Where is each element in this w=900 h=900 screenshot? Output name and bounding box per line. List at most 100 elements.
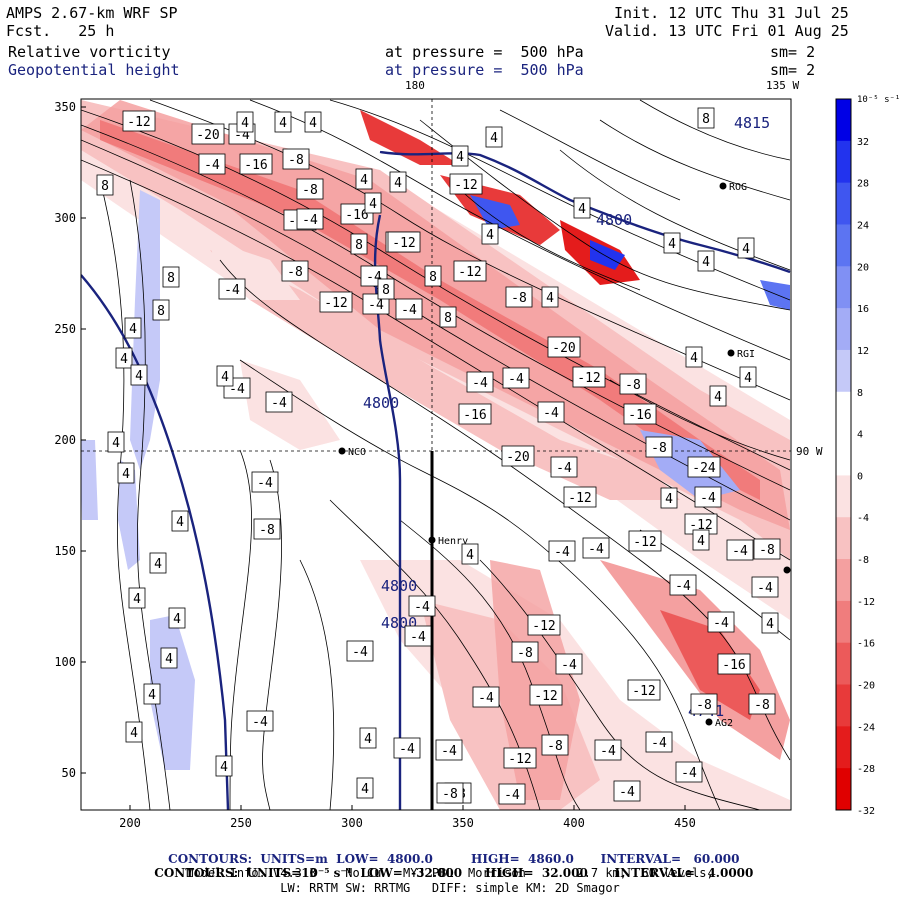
contour-label: -12	[563, 486, 597, 508]
contour-label: -8	[436, 782, 464, 804]
contour-label: -8	[748, 693, 776, 715]
svg-text:-4: -4	[588, 542, 604, 557]
footer-model-info: Model Info: V4.3.3 No Cu MYJ PBL Morriso…	[186, 866, 714, 880]
svg-text:-20: -20	[506, 450, 529, 465]
footer-physics-info: LW: RRTM SW: RRTMG DIFF: simple KM: 2D S…	[280, 881, 620, 895]
contour-label: 4	[660, 487, 678, 509]
contour-label: -4	[265, 391, 293, 413]
contour-label: -12	[572, 366, 606, 388]
y-tick: 250	[54, 322, 76, 336]
svg-text:-8: -8	[517, 646, 533, 661]
contour-label: -4	[466, 371, 494, 393]
svg-text:8: 8	[101, 179, 109, 194]
vorticity-map: 180 135 W	[54, 79, 900, 830]
colorbar-swatch	[836, 684, 851, 727]
colorbar-label: -4	[857, 513, 869, 524]
contour-label: -12	[684, 513, 718, 535]
svg-text:-4: -4	[561, 658, 577, 673]
contour-label: -4	[498, 783, 526, 805]
svg-text:4: 4	[165, 652, 173, 667]
contour-label: 4	[389, 171, 407, 193]
svg-text:-4: -4	[757, 581, 773, 596]
contour-label: -4	[669, 574, 697, 596]
contour-label: 4	[130, 364, 148, 386]
svg-text:-16: -16	[345, 208, 368, 223]
contour-label: -8	[253, 518, 281, 540]
colorbar-swatch	[836, 266, 851, 309]
svg-text:-20: -20	[196, 128, 219, 143]
contour-label: -16	[623, 403, 657, 425]
contour-label: 4	[761, 612, 779, 634]
footer-vort-interval: INTERVAL= 4.0000	[614, 866, 754, 880]
svg-text:4: 4	[279, 116, 287, 131]
svg-text:-4: -4	[257, 476, 273, 491]
contour-label: -24	[687, 456, 721, 478]
svg-text:-4: -4	[600, 744, 616, 759]
colorbar-swatch	[836, 391, 851, 435]
contour-label: 4	[216, 365, 234, 387]
colorbar-label: 28	[857, 179, 869, 190]
contour-label: 4	[304, 111, 322, 133]
y-tick: 50	[62, 766, 76, 780]
svg-text:4: 4	[133, 592, 141, 607]
svg-text:4: 4	[490, 131, 498, 146]
colorbar-swatch	[836, 349, 851, 393]
contour-label: 4	[481, 223, 499, 245]
svg-text:-8: -8	[259, 523, 275, 538]
colorbar-label: -32	[857, 806, 875, 817]
contour-label: 8	[439, 306, 457, 328]
contour-label: 4	[692, 529, 710, 551]
contour-label: -8	[296, 178, 324, 200]
svg-text:4: 4	[466, 548, 474, 563]
height-label: 4800	[363, 394, 399, 412]
contour-label: 4	[117, 462, 135, 484]
contour-label: -4	[555, 653, 583, 675]
station-label: NCO	[348, 447, 366, 458]
contour-label: -12	[529, 684, 563, 706]
svg-text:4: 4	[241, 116, 249, 131]
colorbar-label: 12	[857, 346, 869, 357]
footer-vort-high: HIGH= 32.000	[484, 866, 588, 880]
height-label: 4815	[734, 114, 770, 132]
svg-text:-12: -12	[632, 684, 655, 699]
field2-name: Geopotential height	[8, 61, 180, 79]
svg-text:-12: -12	[508, 752, 531, 767]
svg-text:-4: -4	[700, 491, 716, 506]
svg-text:4: 4	[154, 557, 162, 572]
contour-label: -12	[449, 173, 483, 195]
contour-label: -4	[472, 686, 500, 708]
contour-label: 4	[461, 543, 479, 565]
svg-text:4: 4	[766, 617, 774, 632]
colorbar-swatch	[836, 517, 851, 560]
svg-text:4: 4	[690, 351, 698, 366]
contour-label: -8	[511, 641, 539, 663]
svg-text:4: 4	[220, 760, 228, 775]
contour-label: -8	[645, 436, 673, 458]
svg-text:-4: -4	[554, 545, 570, 560]
contour-label: -16	[458, 403, 492, 425]
svg-text:-12: -12	[458, 265, 481, 280]
svg-text:-4: -4	[368, 298, 384, 313]
svg-text:-4: -4	[504, 788, 520, 803]
svg-text:-12: -12	[689, 518, 712, 533]
contour-label: -8	[505, 286, 533, 308]
contour-label: 4	[485, 126, 503, 148]
contour-label: -8	[619, 373, 647, 395]
svg-text:4: 4	[173, 612, 181, 627]
svg-text:-12: -12	[532, 619, 555, 634]
y-axis: 350 300 250 200 150 100 50	[54, 100, 86, 780]
svg-text:4: 4	[364, 732, 372, 747]
negative-contour-labels: -12 -20 -4 -4 -8 -16 -8 -16 -20 -4 -12 -4 -12 -8 -12 -1…	[122, 110, 781, 805]
contour-label: -4	[548, 540, 576, 562]
contour-label: 4	[359, 727, 377, 749]
svg-text:-8: -8	[511, 291, 527, 306]
svg-text:-16: -16	[244, 158, 267, 173]
contour-label: 8	[350, 233, 368, 255]
svg-text:-12: -12	[568, 491, 591, 506]
svg-text:-8: -8	[547, 739, 563, 754]
svg-text:-12: -12	[577, 371, 600, 386]
svg-text:4: 4	[456, 150, 464, 165]
colorbar-swatch	[836, 475, 851, 518]
stations: ROG RGI NCO Henry AG2	[338, 182, 791, 729]
